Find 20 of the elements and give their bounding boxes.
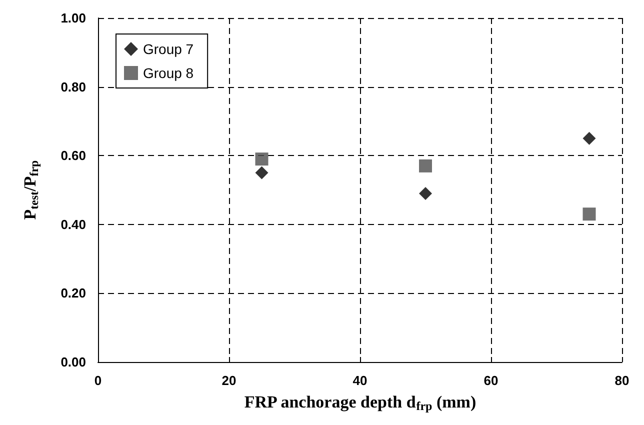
x-tick-label: 20 (222, 373, 236, 388)
point (582, 132, 596, 145)
legend-label: Group 8 (143, 65, 194, 81)
y-tick-label: 0.40 (60, 216, 86, 232)
y-tick-label: 0.00 (60, 354, 86, 370)
x-tick-label: 80 (614, 373, 630, 388)
point (419, 159, 432, 172)
y-tick-label: 0.80 (60, 79, 86, 94)
x-tick-label: 0 (94, 373, 102, 388)
y-axis-title: Ptest/Pfrp (20, 160, 41, 220)
point (255, 152, 268, 166)
point (419, 186, 432, 200)
point (255, 166, 268, 180)
legend-label: Group 7 (143, 41, 194, 57)
y-tick-label: 0.20 (60, 286, 86, 301)
point (582, 208, 596, 221)
y-tick-label: 1.00 (60, 10, 86, 26)
x-tick-label: 60 (484, 373, 498, 388)
x-tick-label: 40 (352, 373, 368, 388)
y-tick-label: 0.60 (60, 148, 86, 164)
